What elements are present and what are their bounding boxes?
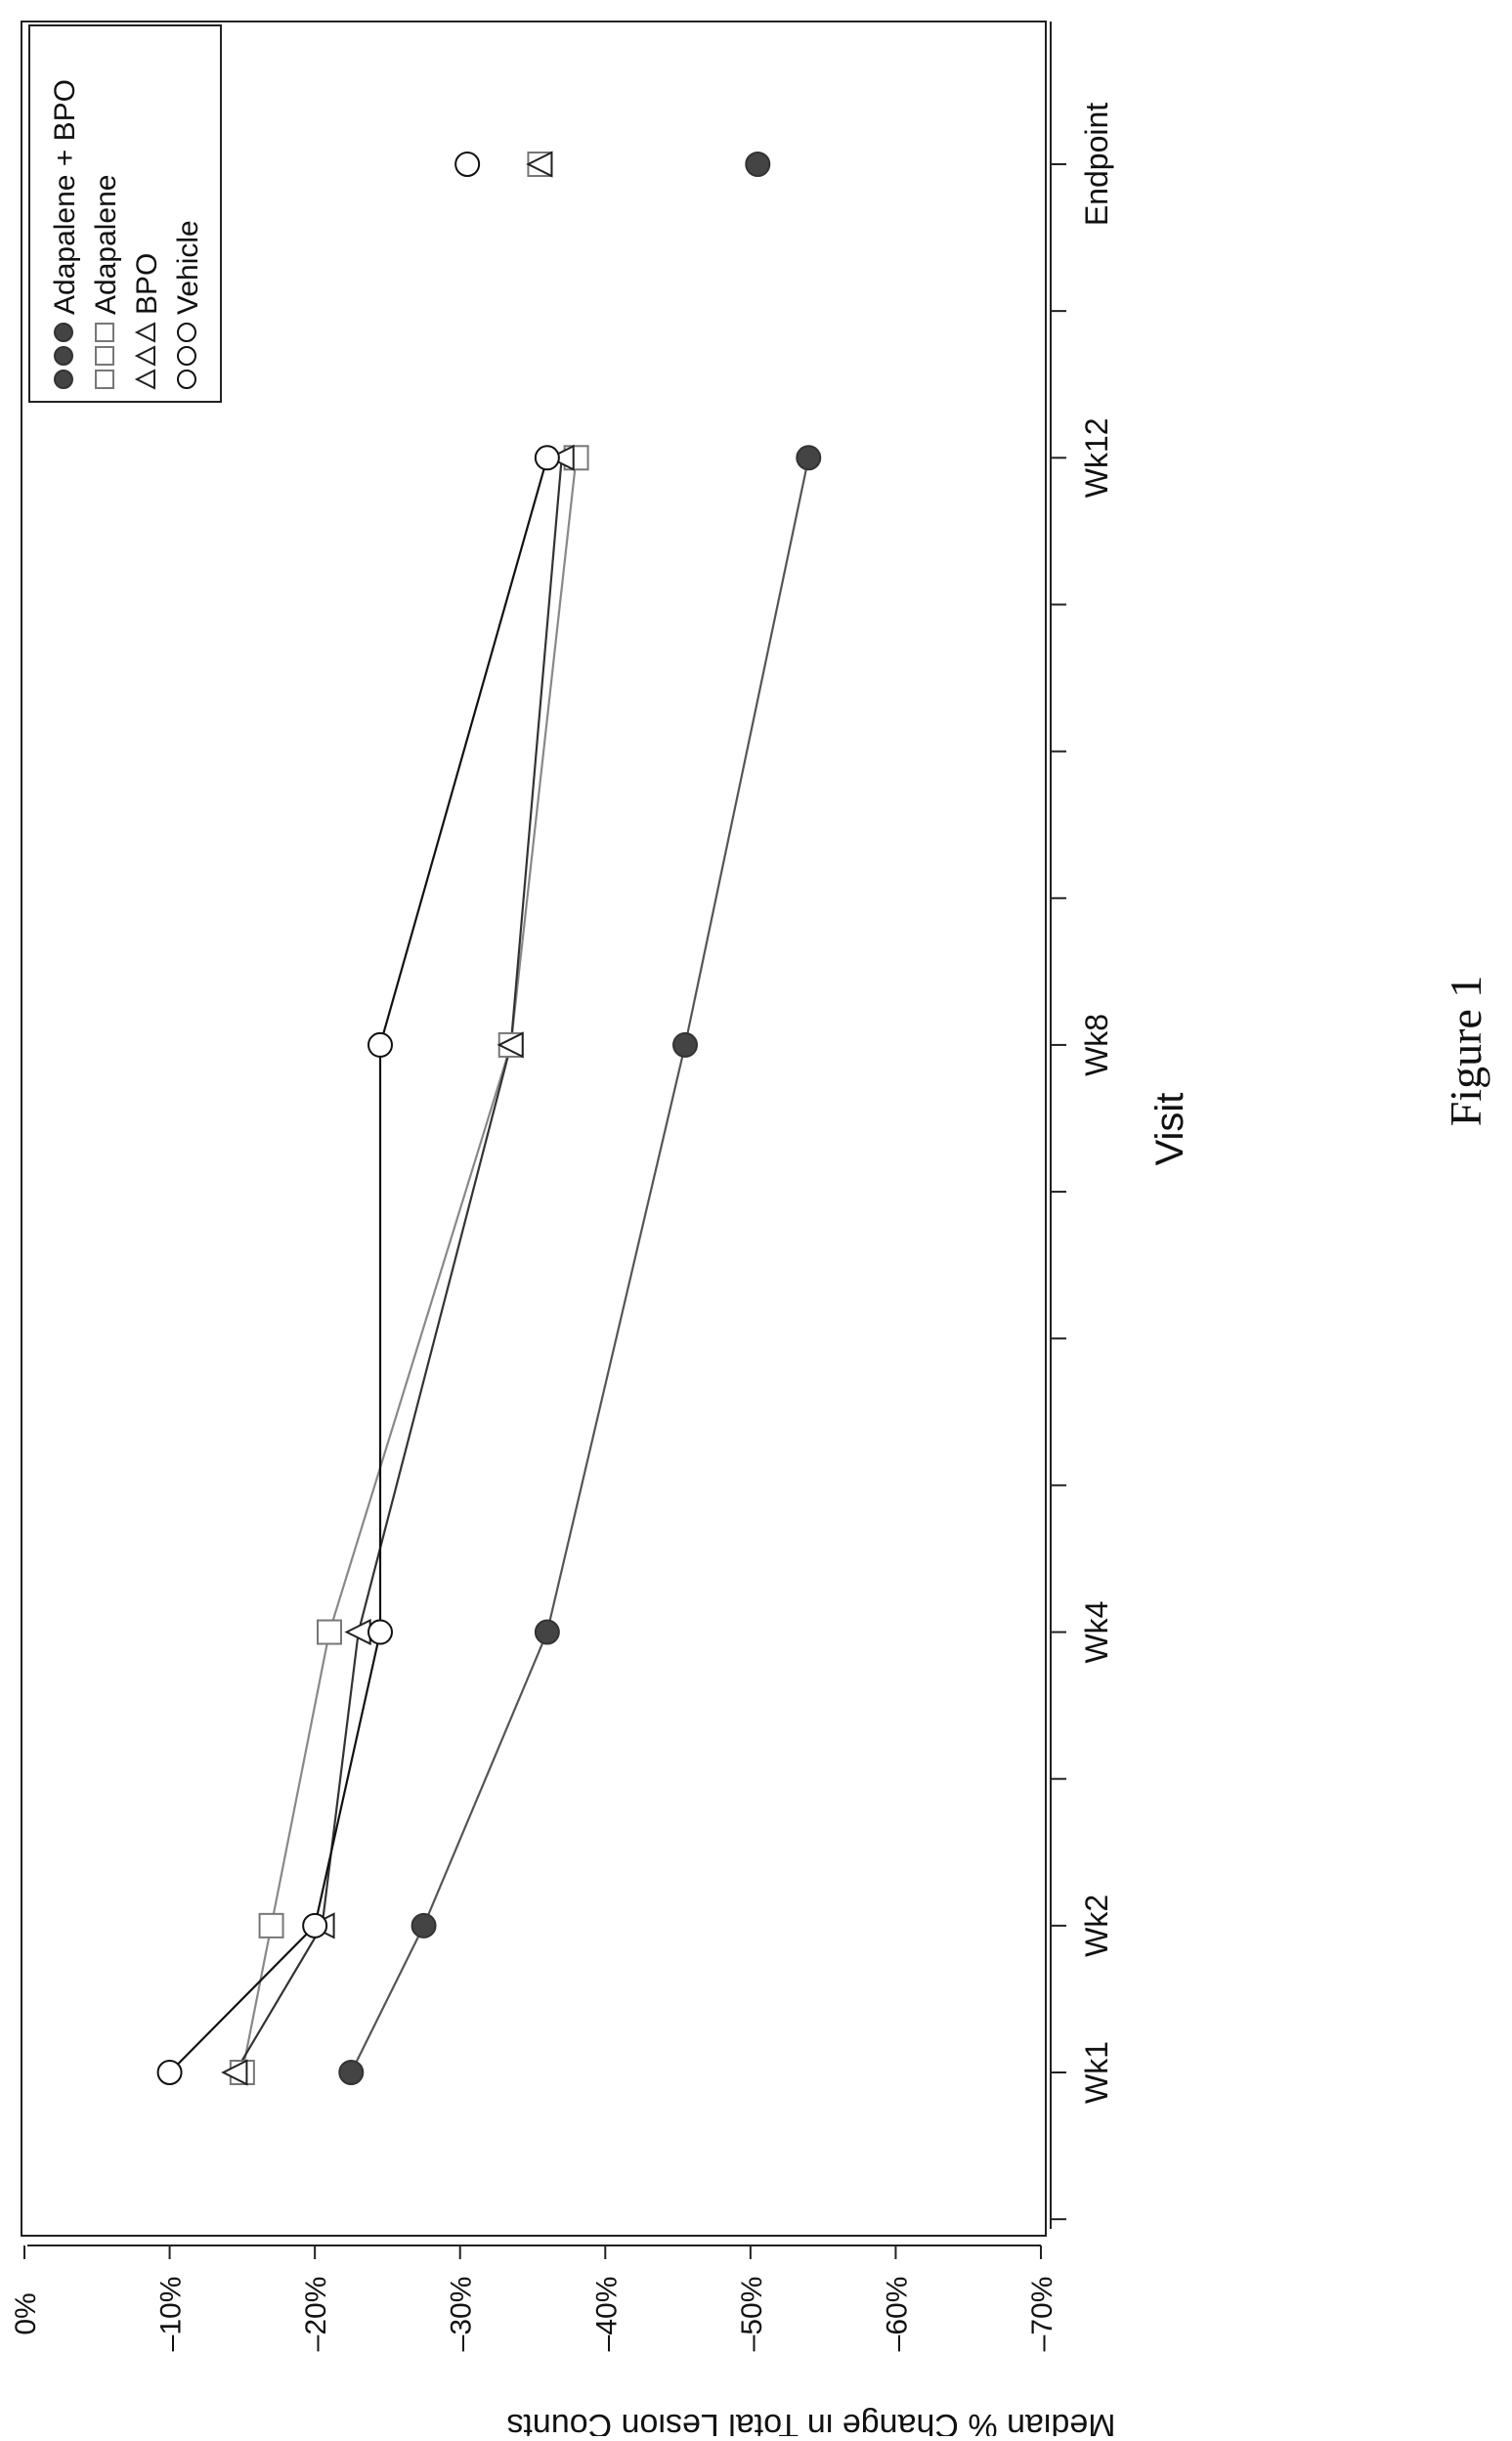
data-point-vehicle xyxy=(454,152,481,177)
data-point-bpo xyxy=(221,2059,248,2086)
x-axis-ticks: Wk1 Wk2 Wk4 Wk8 Wk12 Endpoint xyxy=(1051,103,1114,2221)
data-point-adapalene xyxy=(258,1912,284,1939)
legend-label: BPO xyxy=(131,253,163,315)
data-point-adapalene-bpo xyxy=(338,2060,365,2085)
series-line-bpo xyxy=(234,458,563,2073)
plot-frame xyxy=(21,21,1047,2237)
data-point-adapalene-bpo xyxy=(410,1912,437,1939)
x-tick-label: Wk1 xyxy=(1079,2041,1114,2104)
data-point-bpo xyxy=(547,444,575,471)
y-tick-label: –40% xyxy=(590,2277,623,2352)
data-point-adapalene xyxy=(317,1619,342,1645)
x-tick-label: Wk8 xyxy=(1079,1014,1114,1076)
x-tick-label: Wk2 xyxy=(1079,1895,1114,1957)
data-point-adapalene-bpo xyxy=(745,152,771,177)
legend-marker xyxy=(134,322,155,343)
data-point-bpo xyxy=(497,1031,524,1059)
x-tick-label: Wk12 xyxy=(1079,417,1114,498)
legend-label: Adapalene + BPO xyxy=(49,79,81,315)
data-point-vehicle xyxy=(302,1912,328,1939)
x-axis-label: Visit xyxy=(1148,1093,1191,1166)
data-point-vehicle xyxy=(367,1031,393,1058)
data-point-bpo xyxy=(526,151,553,178)
series-line-adapalene-bpo xyxy=(350,458,810,2073)
legend-marker xyxy=(95,323,114,342)
figure-caption: Figure 1 xyxy=(1441,976,1490,1127)
y-tick-label: –10% xyxy=(155,2277,188,2352)
y-tick-label: –60% xyxy=(881,2277,913,2352)
series-line-vehicle xyxy=(168,458,548,2073)
x-tick-label: Endpoint xyxy=(1079,103,1114,226)
legend-marker xyxy=(134,369,155,390)
series-lines xyxy=(168,458,810,2073)
legend-marker xyxy=(177,370,196,389)
x-tick-label: Wk4 xyxy=(1079,1601,1114,1664)
data-point-adapalene-bpo xyxy=(672,1031,698,1058)
legend-label: Vehicle xyxy=(172,220,204,315)
series-markers xyxy=(156,151,822,2086)
legend-label: Adapalene xyxy=(90,175,122,315)
y-axis-label: Median % Change in Total Lesion Counts xyxy=(506,2407,1115,2436)
data-point-adapalene-bpo xyxy=(796,445,822,471)
legend-marker xyxy=(134,345,155,367)
legend-marker xyxy=(177,323,196,342)
data-point-adapalene-bpo xyxy=(534,1619,560,1645)
y-tick-label: –50% xyxy=(736,2277,768,2352)
y-tick-label: –20% xyxy=(300,2277,332,2352)
y-tick-label: 0% xyxy=(10,2292,42,2334)
y-tick-label: –30% xyxy=(446,2277,478,2352)
legend-marker xyxy=(95,370,114,389)
legend-marker xyxy=(177,346,196,366)
legend-marker xyxy=(54,346,73,366)
data-point-vehicle xyxy=(367,1619,393,1645)
legend-marker xyxy=(54,370,73,389)
legend-marker xyxy=(95,346,114,366)
y-tick-label: –70% xyxy=(1026,2277,1058,2352)
y-axis-ticks: 0% –10% –20% –30% –40% –50% –60% –70% xyxy=(10,2245,1058,2351)
series-line-adapalene xyxy=(240,458,578,2073)
data-point-vehicle xyxy=(156,2060,183,2085)
legend: Adapalene + BPO Adapalene BPO Vehicle xyxy=(28,24,222,403)
legend-marker xyxy=(54,323,73,342)
data-point-vehicle xyxy=(534,445,560,471)
